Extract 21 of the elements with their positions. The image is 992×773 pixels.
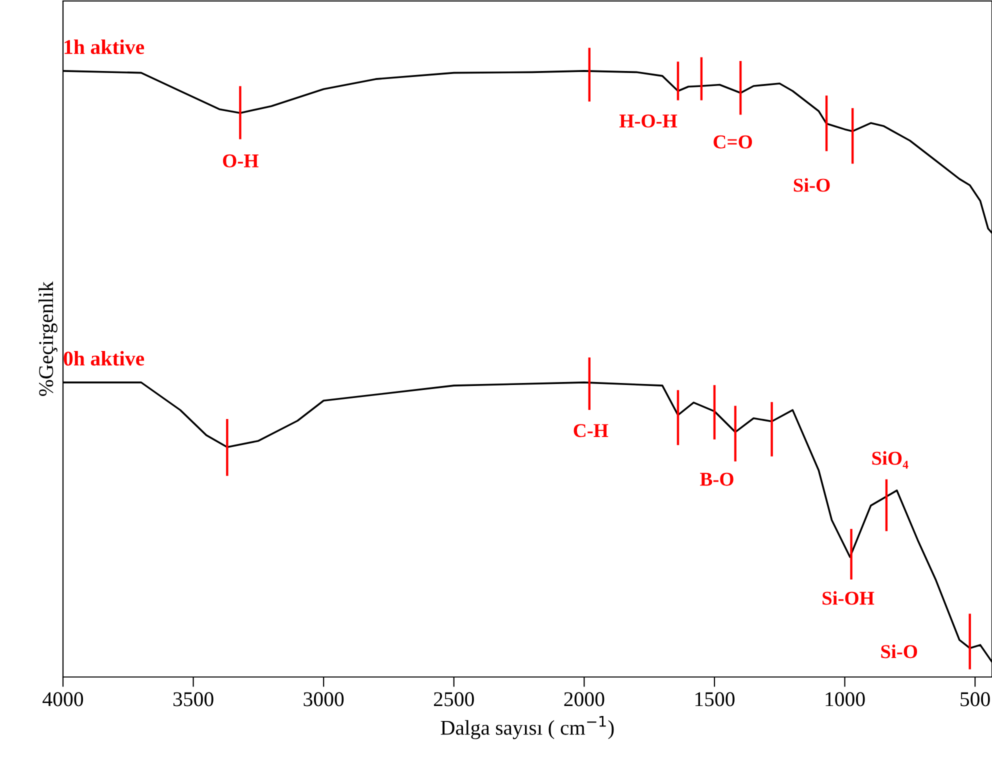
- x-axis-title: Dalga sayısı ( cm$^{−1}$): [440, 716, 614, 740]
- x-tick-label: 3000: [304, 692, 344, 706]
- annotation: Si-O: [881, 644, 918, 658]
- annotation: O-H: [223, 154, 258, 168]
- annotation: B-O: [700, 472, 734, 486]
- annotation: Si-O: [794, 178, 830, 192]
- x-tick-label: 500: [960, 692, 990, 706]
- y-axis-title: %Geçirgenlik: [38, 281, 58, 396]
- x-tick-label: 1000: [826, 692, 865, 706]
- x-tick-label: 3500: [173, 692, 214, 706]
- annotation: SiO₄: [872, 451, 908, 469]
- x-tick-label: 1500: [695, 692, 735, 706]
- x-tick-label: 2000: [564, 692, 604, 706]
- series-label: 1h aktive: [64, 39, 144, 54]
- series-label: 0h aktive: [64, 350, 144, 366]
- annotation: H-O-H: [619, 114, 678, 128]
- x-tick-label: 4000: [42, 692, 84, 706]
- x-tick-label: 2500: [434, 692, 474, 706]
- annotation: C-H: [574, 424, 608, 438]
- annotation: C=O: [714, 135, 752, 149]
- annotation: Si-OH: [822, 591, 874, 605]
